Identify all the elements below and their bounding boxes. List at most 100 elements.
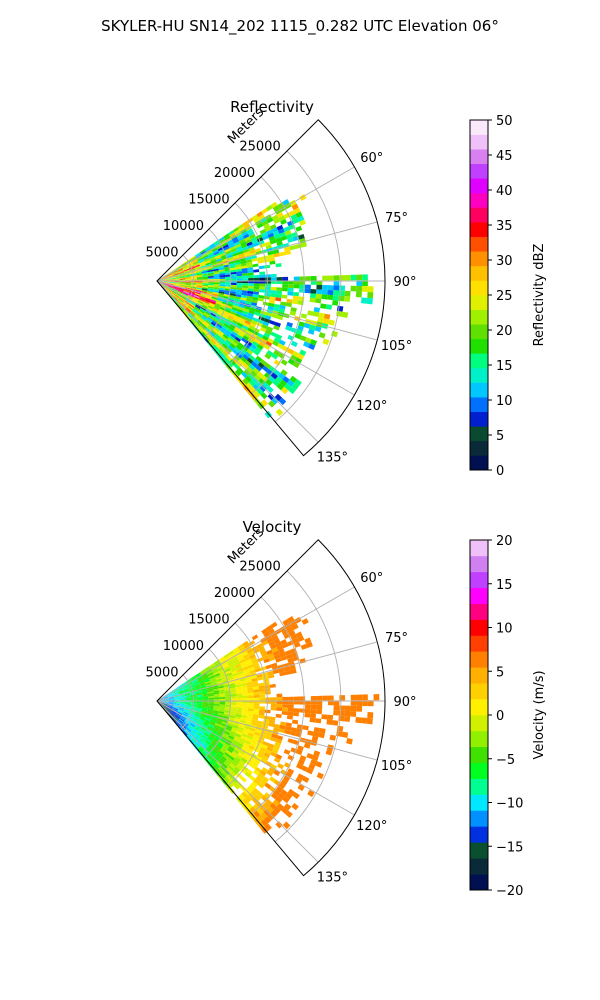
echo-cell — [200, 745, 206, 751]
echo-cell — [274, 393, 283, 402]
echo-cell — [269, 802, 277, 810]
echo-cell — [269, 683, 276, 688]
echo-cell — [212, 685, 219, 689]
echo-cell — [171, 290, 177, 294]
echo-cell — [229, 715, 236, 719]
echo-cell — [162, 279, 169, 281]
echo-cell — [165, 708, 171, 712]
echo-cell — [367, 292, 374, 299]
echo-cell — [292, 361, 300, 369]
echo-cell — [265, 312, 273, 317]
echo-cell — [196, 271, 202, 275]
echo-cell — [234, 735, 241, 741]
echo-cell — [177, 719, 183, 725]
echo-cell — [250, 319, 258, 325]
echo-cell — [223, 777, 230, 784]
echo-cell — [224, 751, 231, 758]
echo-cell — [162, 276, 168, 279]
echo-cell — [282, 821, 291, 830]
echo-cell — [195, 709, 202, 713]
colorbar-segment — [470, 699, 488, 716]
echo-cell — [234, 296, 241, 300]
echo-cell — [199, 681, 205, 685]
echo-cell — [208, 753, 214, 759]
echo-cell — [165, 708, 171, 713]
echo-cell — [185, 728, 191, 734]
echo-cell — [271, 397, 279, 405]
echo-cell — [239, 317, 246, 323]
colorbar-segment — [470, 309, 488, 325]
echo-cell — [232, 304, 239, 309]
echo-cell — [249, 806, 257, 814]
echo-cell — [212, 337, 218, 343]
echo-cell — [167, 693, 173, 697]
echo-cell — [183, 291, 189, 295]
echo-cell — [362, 274, 368, 281]
echo-cell — [220, 305, 227, 309]
echo-cell — [198, 730, 204, 735]
echo-cell — [243, 789, 251, 796]
echo-cell — [315, 718, 322, 724]
echo-cell — [162, 701, 169, 703]
echo-cell — [273, 325, 280, 331]
echo-cell — [184, 286, 191, 289]
echo-cell — [322, 695, 328, 701]
echo-cell — [227, 337, 234, 344]
echo-cell — [194, 293, 201, 298]
echo-cell — [194, 685, 201, 689]
echo-cell — [237, 762, 244, 768]
echo-cell — [185, 284, 191, 286]
echo-cell — [230, 286, 237, 290]
echo-cell — [290, 668, 297, 674]
echo-cell — [168, 698, 174, 700]
echo-cell — [236, 234, 244, 240]
echo-cell — [280, 655, 288, 661]
echo-cell — [356, 694, 363, 701]
echo-cell — [237, 752, 245, 758]
echo-cell — [208, 699, 214, 701]
echo-cell — [207, 289, 214, 292]
colorbar-segment — [470, 207, 488, 223]
echo-cell — [260, 231, 268, 238]
range-tick-label: 20000 — [214, 166, 255, 181]
echo-cell — [225, 282, 232, 285]
echo-cell — [213, 671, 220, 676]
echo-cell — [268, 236, 276, 242]
echo-cell — [203, 256, 209, 260]
echo-cell — [263, 318, 271, 324]
echo-cell — [202, 283, 209, 286]
echo-cell — [328, 319, 336, 326]
echo-cell — [162, 703, 168, 707]
echo-cell — [338, 290, 345, 297]
echo-cell — [182, 712, 189, 716]
echo-cell — [219, 287, 225, 291]
echo-cell — [162, 696, 168, 700]
echo-cell — [257, 371, 264, 379]
echo-cell — [186, 307, 192, 313]
echo-cell — [218, 269, 225, 273]
echo-cell — [171, 710, 177, 715]
echo-cell — [228, 650, 235, 656]
echo-cell — [224, 272, 231, 276]
echo-cell — [176, 685, 182, 690]
echo-cell — [185, 284, 191, 287]
echo-cell — [247, 705, 254, 709]
echo-cell — [218, 248, 225, 253]
echo-cell — [230, 668, 237, 673]
echo-cell — [265, 749, 272, 755]
echo-cell — [196, 704, 203, 706]
echo-cell — [178, 287, 185, 290]
echo-cell — [212, 249, 219, 254]
echo-cell — [207, 274, 214, 277]
echo-cell — [236, 705, 243, 708]
echo-cell — [246, 382, 253, 390]
echo-cell — [196, 275, 203, 278]
echo-cell — [294, 777, 303, 785]
echo-cell — [282, 376, 290, 384]
echo-cell — [326, 714, 334, 721]
echo-cell — [287, 704, 294, 709]
echo-cell — [242, 744, 249, 751]
echo-cell — [280, 721, 287, 727]
echo-cell — [172, 271, 179, 275]
echo-cell — [235, 688, 242, 692]
